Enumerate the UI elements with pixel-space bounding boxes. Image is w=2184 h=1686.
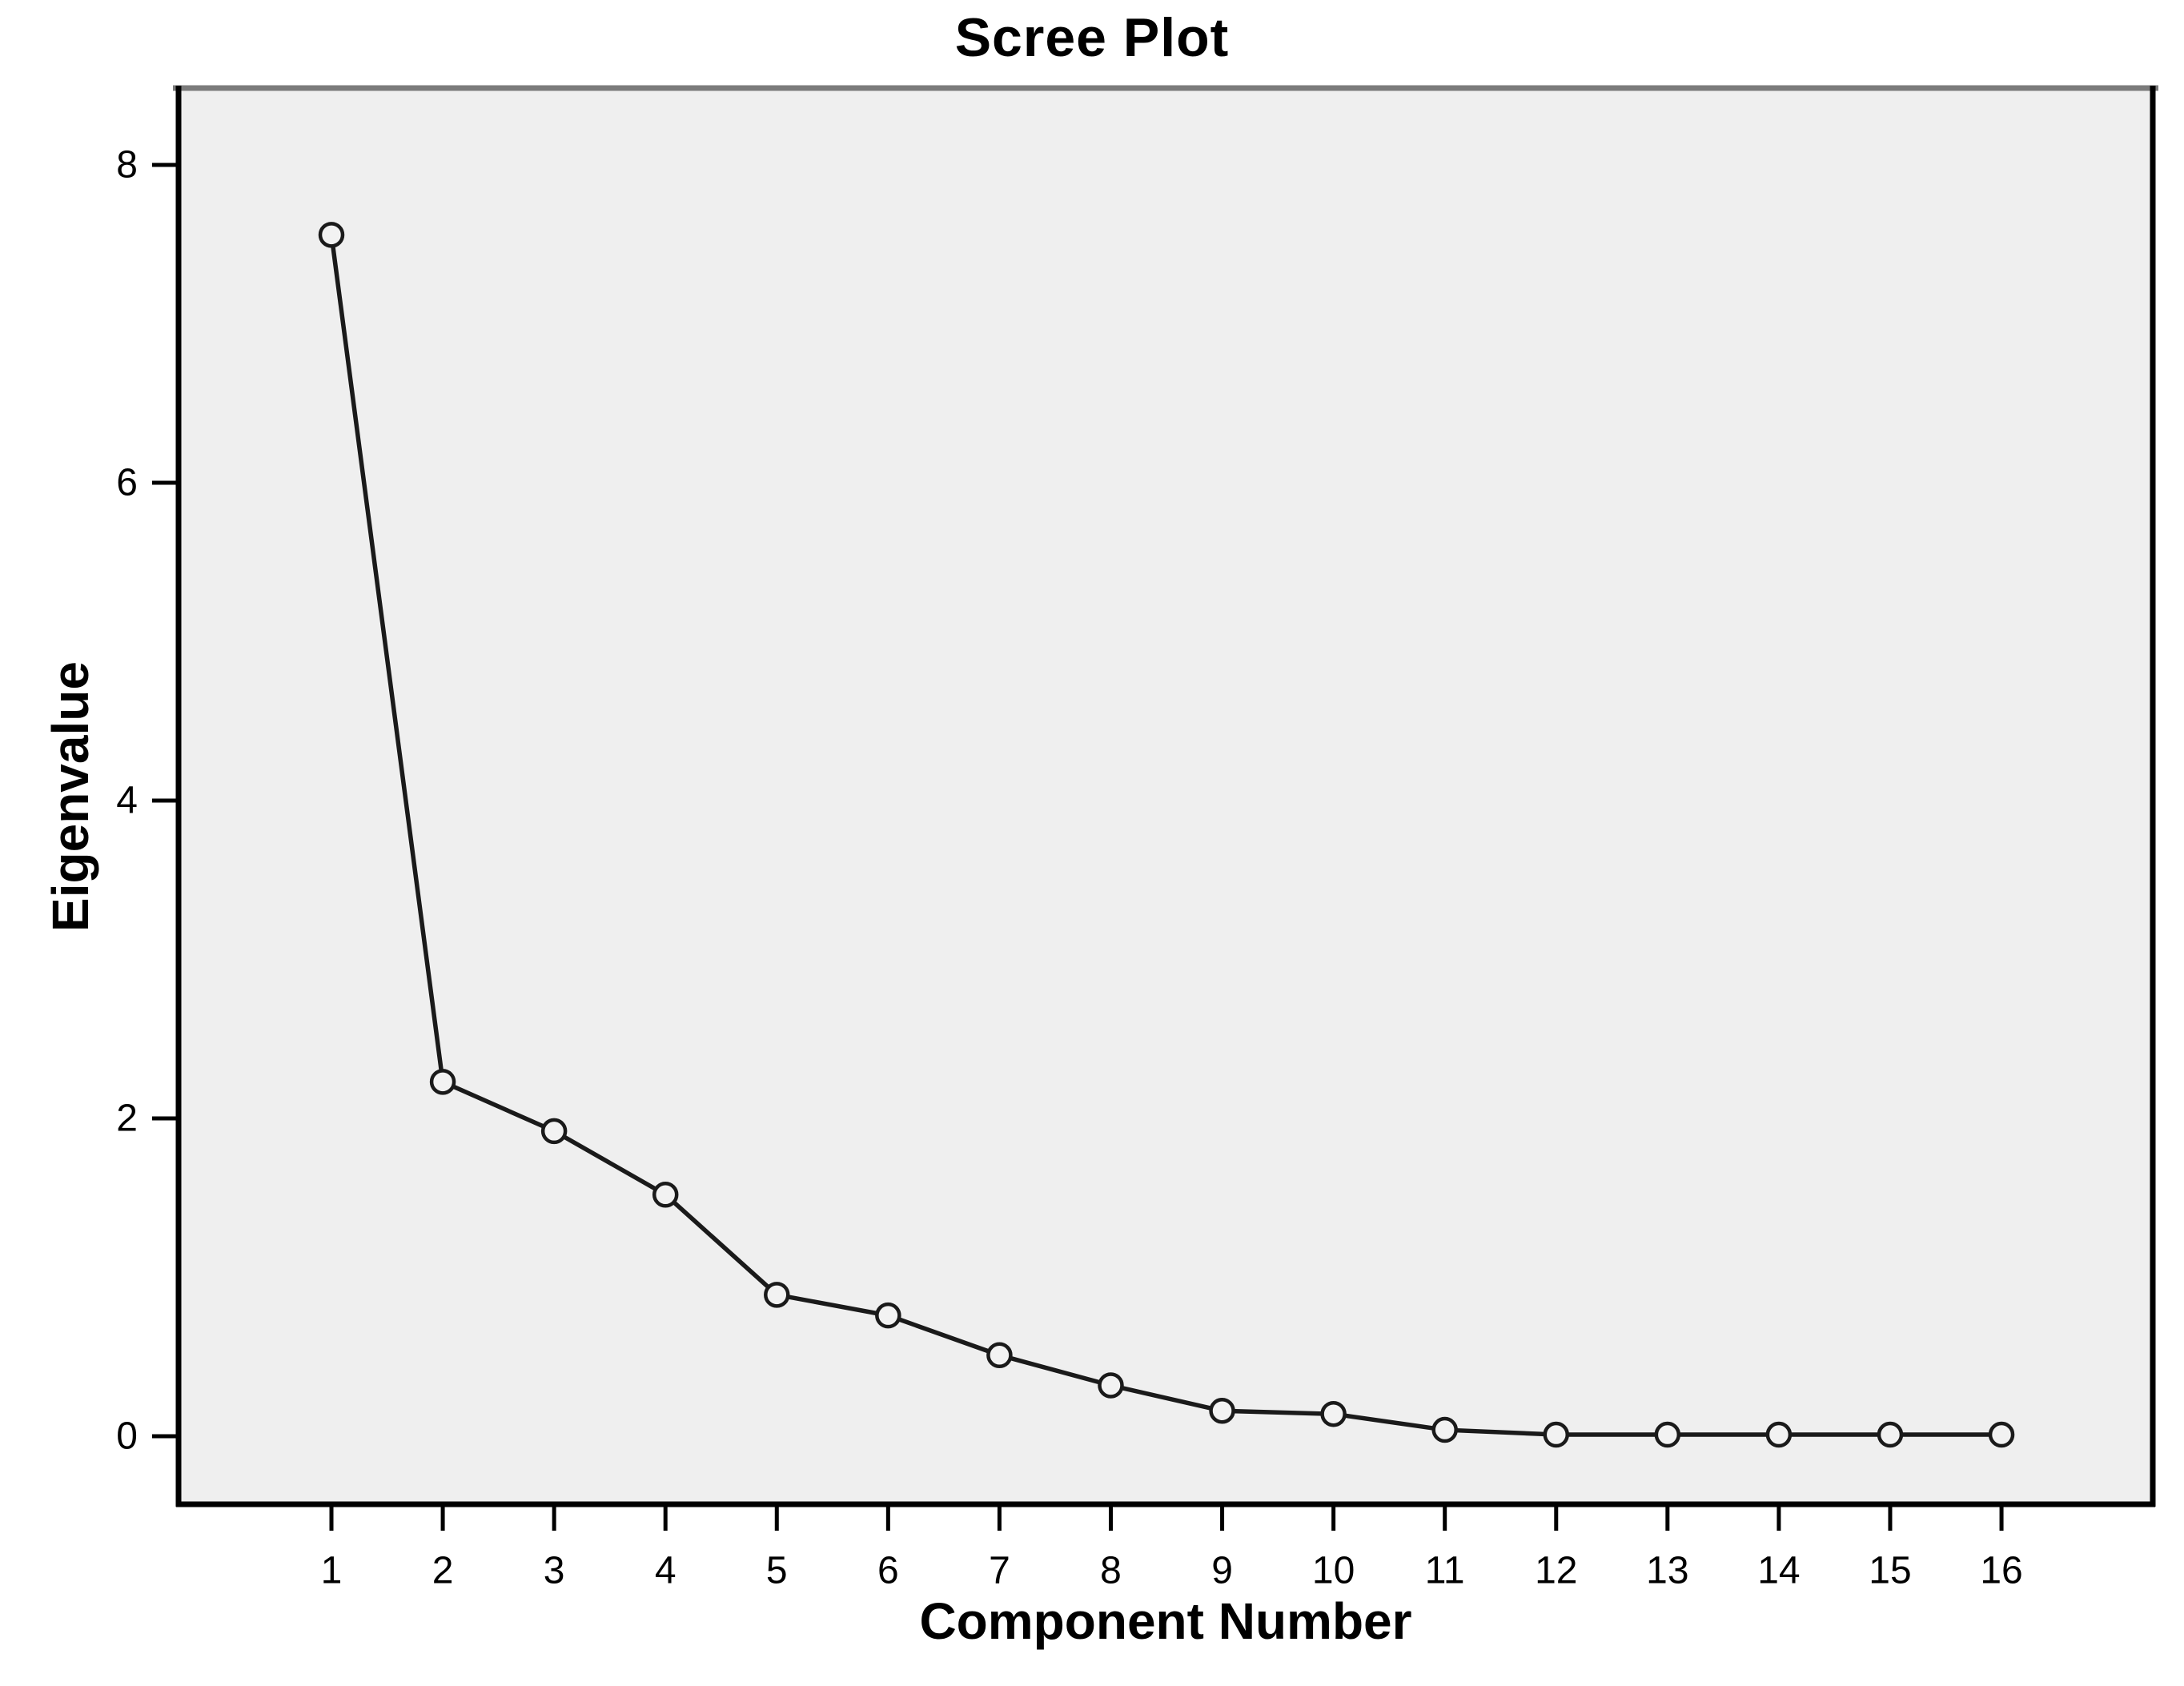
data-point-marker	[1543, 1421, 1570, 1448]
data-point-marker	[429, 1069, 456, 1095]
data-point-marker	[986, 1342, 1013, 1369]
x-axis-tick-label: 16	[1980, 1550, 2022, 1592]
x-axis-tick-label: 13	[1646, 1550, 1688, 1592]
data-point-marker	[318, 222, 345, 248]
x-axis-title: Component Number	[919, 1592, 1412, 1650]
data-point-marker	[1320, 1400, 1347, 1427]
data-point-marker	[875, 1302, 901, 1329]
data-point-marker	[1988, 1421, 2015, 1448]
x-axis-tick-label: 8	[1100, 1550, 1122, 1592]
x-axis-tick-label: 2	[432, 1550, 454, 1592]
y-axis-tick-label: 2	[116, 1098, 138, 1140]
plot-area-background	[176, 86, 2155, 1507]
data-point-marker	[1765, 1421, 1793, 1448]
scree-line	[329, 232, 2004, 1437]
chart-title: Scree Plot	[954, 7, 1230, 68]
y-axis-title: Eigenvalue	[42, 661, 99, 932]
x-axis-tick-label: 12	[1535, 1550, 1577, 1592]
data-point-marker	[1209, 1397, 1235, 1424]
x-axis-tick-label: 4	[655, 1550, 676, 1592]
data-point-marker	[764, 1282, 790, 1308]
x-axis-tick-label: 9	[1211, 1550, 1233, 1592]
x-axis-tick-label: 3	[544, 1550, 565, 1592]
y-axis-tick-label: 0	[116, 1415, 138, 1458]
x-axis-tick-label: 1	[321, 1550, 343, 1592]
x-axis-tick-label: 10	[1312, 1550, 1355, 1592]
y-axis-tick-label: 4	[116, 780, 138, 822]
data-point-marker	[1654, 1421, 1681, 1448]
x-axis-tick-label: 11	[1425, 1550, 1465, 1592]
x-axis-tick-label: 6	[877, 1550, 899, 1592]
data-point-marker	[1431, 1416, 1458, 1443]
x-axis-tick-label: 14	[1757, 1550, 1800, 1592]
data-point-marker	[652, 1182, 679, 1208]
x-axis-tick-label: 5	[766, 1550, 788, 1592]
data-point-marker	[540, 1118, 568, 1145]
y-axis-tick-label: 8	[116, 144, 138, 187]
data-point-marker	[1098, 1372, 1124, 1399]
y-axis-tick-label: 6	[116, 462, 138, 504]
x-axis-tick-label: 15	[1869, 1550, 1911, 1592]
x-axis-tick-label: 7	[989, 1550, 1010, 1592]
data-point-marker	[1877, 1421, 1904, 1448]
